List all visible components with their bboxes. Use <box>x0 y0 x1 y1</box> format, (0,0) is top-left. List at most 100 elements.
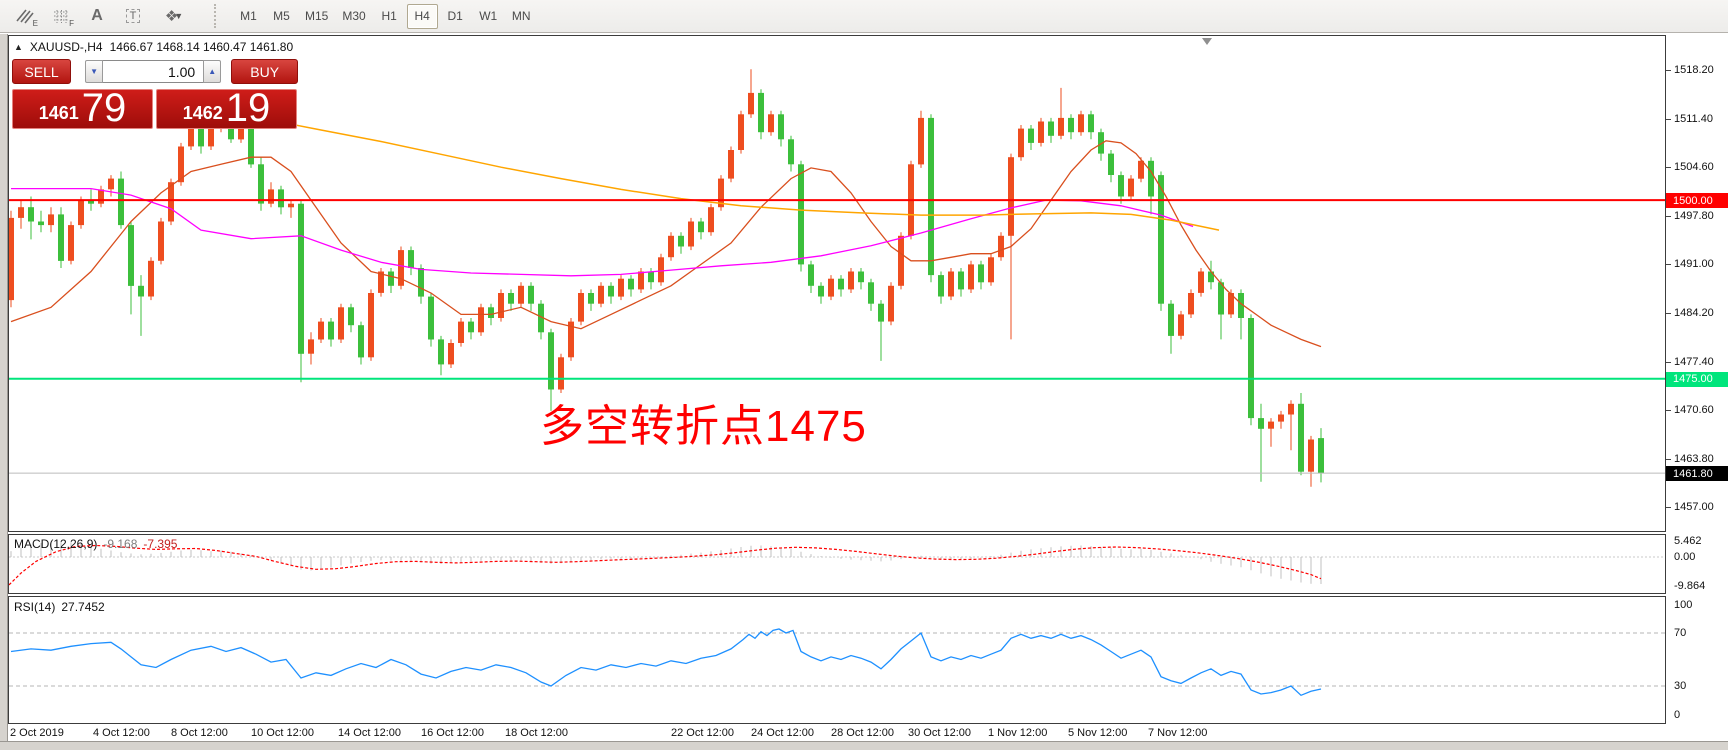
candle-down <box>838 278 844 290</box>
timeframe-button-h1[interactable]: H1 <box>381 9 397 23</box>
axis-tick <box>1666 458 1671 460</box>
candle-up <box>558 357 564 390</box>
time-tick-label: 4 Oct 12:00 <box>93 727 150 739</box>
rsi-axis-label: 0 <box>1674 709 1681 721</box>
candle-down <box>978 264 984 283</box>
timeframe-button-m15[interactable]: M15 <box>305 9 329 23</box>
rsi-axis-label: 30 <box>1674 680 1687 692</box>
rsi-label: RSI(14) 27.7452 <box>14 600 105 614</box>
icon-sub-label: F <box>69 19 74 28</box>
timeframe-button-h4[interactable]: H4 <box>406 3 438 29</box>
price-tick-label: 1470.60 <box>1674 404 1714 417</box>
candle-up <box>568 321 574 358</box>
candle-up <box>918 117 924 165</box>
candle-up <box>948 271 954 297</box>
rsi-panel[interactable] <box>8 596 1666 724</box>
textbox-icon[interactable]: T <box>118 3 148 29</box>
collapse-triangle-icon[interactable]: ▲ <box>14 42 23 52</box>
timeframe-button-m1[interactable]: M1 <box>240 9 257 23</box>
candle-up <box>308 339 314 354</box>
volume-increase-button[interactable]: ▲ <box>203 60 222 83</box>
candle-up <box>1198 271 1204 293</box>
candle-down <box>408 250 414 268</box>
candle-down <box>508 293 514 304</box>
draw-lines-icon[interactable]: E <box>10 3 40 29</box>
candle-down <box>388 271 394 286</box>
candle-up <box>238 121 244 140</box>
candle-down <box>698 221 704 233</box>
candle-down <box>1318 438 1324 474</box>
timeframe-button-mn[interactable]: MN <box>511 9 531 23</box>
rsi-value: 27.7452 <box>61 600 105 614</box>
candle-down <box>298 203 304 354</box>
macd-panel[interactable] <box>8 534 1666 594</box>
candle-down <box>818 285 824 297</box>
candle-up <box>188 125 194 147</box>
macd-signal-value: -7.395 <box>143 537 178 551</box>
chart-annotation-text: 多空转折点1475 <box>540 402 867 451</box>
time-tick-label: 28 Oct 12:00 <box>831 727 894 739</box>
sell-price-small: 1461 <box>38 103 79 123</box>
text-icon[interactable]: A <box>91 7 103 24</box>
candle-up <box>898 235 904 286</box>
candle-up <box>1128 178 1134 197</box>
candle-down <box>778 114 784 140</box>
price-badge: 1500.00 <box>1666 193 1728 209</box>
timeframe-button-d1[interactable]: D1 <box>447 9 463 23</box>
sell-price-big: 79 <box>81 86 127 131</box>
toolbar: E F A T ❖ ▼ M1 M5 M15 M30 H1 H4 D1 W1 MN <box>0 0 1728 33</box>
timeframe-button-m30[interactable]: M30 <box>342 9 366 23</box>
candle-up <box>78 200 84 226</box>
axis-tick <box>1666 264 1671 266</box>
candle-up <box>68 225 74 261</box>
timeframe-button-w1[interactable]: W1 <box>479 9 498 23</box>
grid-icon[interactable]: F <box>46 3 76 29</box>
candle-up <box>1188 293 1194 315</box>
chart-header: ▲ XAUUSD-,H4 1466.67 1468.14 1460.47 146… <box>14 40 293 54</box>
candle-down <box>278 189 284 208</box>
price-badge: 1475.00 <box>1666 371 1728 387</box>
axis-tick <box>1666 167 1671 169</box>
sell-button[interactable]: SELL <box>12 59 72 84</box>
candle-down <box>588 293 594 304</box>
buy-button[interactable]: BUY <box>231 59 298 84</box>
price-tick-label: 1477.40 <box>1674 355 1714 368</box>
candle-up <box>1078 114 1084 133</box>
time-tick-label: 16 Oct 12:00 <box>421 727 484 739</box>
volume-input[interactable] <box>103 60 204 83</box>
candle-down <box>38 221 44 226</box>
time-tick-label: 8 Oct 12:00 <box>171 727 228 739</box>
candle-up <box>478 307 484 333</box>
candle-up <box>318 321 324 340</box>
ma-fast-line <box>10 140 1322 348</box>
timeframe-button-m5[interactable]: M5 <box>273 9 290 23</box>
arrows-icon[interactable]: ❖ ▼ <box>164 8 184 25</box>
candle-up <box>1268 421 1274 429</box>
candle-down <box>1108 153 1114 175</box>
price-tick-label: 1463.80 <box>1674 452 1714 465</box>
candle-up <box>398 250 404 286</box>
candle-up <box>848 271 854 290</box>
candle-down <box>258 164 264 204</box>
price-tick-label: 1504.60 <box>1674 161 1714 174</box>
volume-decrease-button[interactable]: ▼ <box>85 60 104 83</box>
candle-down <box>1168 303 1174 336</box>
candle-down <box>328 321 334 340</box>
price-tick-label: 1457.00 <box>1674 501 1714 514</box>
candle-down <box>878 303 884 322</box>
candle-up <box>658 257 664 283</box>
buy-quote-box[interactable]: 1462 19 <box>156 88 297 129</box>
sell-quote-box[interactable]: 1461 79 <box>12 86 153 131</box>
macd-signal-line <box>9 544 1322 586</box>
price-axis[interactable]: 1518.20 1511.40 1504.60 1497.80 1491.00 1484.… <box>1666 35 1728 741</box>
candle-down <box>1218 282 1224 315</box>
candle-up <box>1018 128 1024 158</box>
candle-down <box>808 264 814 286</box>
candle-down <box>1118 175 1124 197</box>
axis-tick <box>1666 361 1671 363</box>
candle-up <box>1278 414 1284 422</box>
candle-down <box>788 139 794 165</box>
candle-down <box>628 278 634 290</box>
candle-up <box>708 207 714 233</box>
time-axis[interactable]: 2 Oct 2019 4 Oct 12:00 8 Oct 12:00 10 Oct 1… <box>8 724 1666 741</box>
